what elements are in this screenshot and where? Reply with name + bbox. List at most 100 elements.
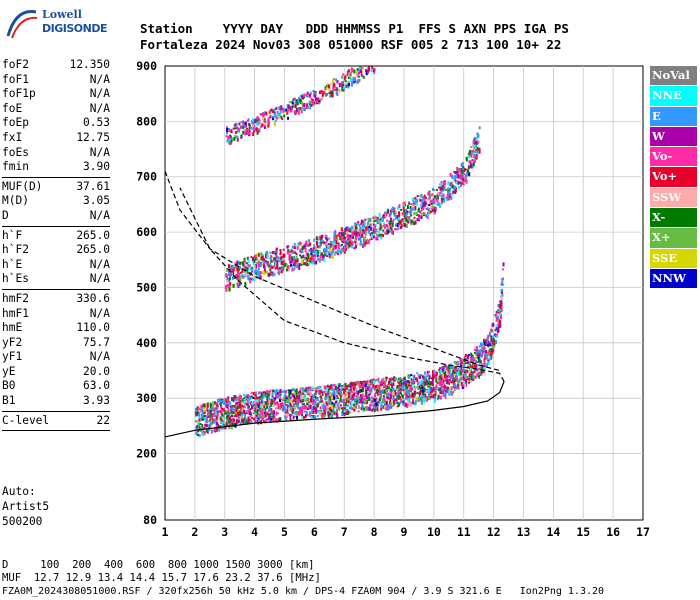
echo-point-f2 (214, 427, 217, 431)
echo-point-2f2 (447, 189, 450, 192)
echo-point-f2 (223, 423, 226, 427)
echo-point-2f2 (367, 217, 370, 221)
echo-point-f2 (312, 405, 315, 410)
echo-point-2f2 (403, 201, 406, 205)
echo-point-f2 (497, 325, 500, 329)
echo-point-2f2 (373, 220, 376, 223)
echo-point-2f2 (279, 250, 282, 255)
echo-point-f2 (407, 380, 410, 384)
echo-point-f2 (426, 375, 429, 378)
echo-point-f2 (205, 415, 208, 419)
echo-point-f2 (427, 384, 430, 387)
echo-point-f2 (496, 335, 499, 338)
echo-point-f2 (462, 373, 465, 378)
echo-point-f2 (234, 402, 237, 405)
echo-point-f2 (285, 399, 288, 403)
echo-point-2f2 (402, 221, 405, 224)
echo-point-3f2 (301, 107, 304, 110)
echo-point-3f2 (245, 131, 248, 134)
echo-point-f2 (470, 352, 473, 355)
echo-point-f2 (490, 343, 493, 347)
echo-point-2f2 (366, 222, 369, 227)
echo-point-2f2 (285, 263, 288, 268)
echo-point-f2 (478, 374, 481, 379)
echo-point-2f2 (465, 156, 468, 160)
echo-point-2f2 (463, 179, 466, 183)
echo-point-2f2 (354, 222, 357, 227)
echo-point-2f2 (261, 262, 264, 265)
param-name: B0 (2, 379, 16, 393)
echo-point-f2 (361, 393, 364, 398)
echo-point-f2 (359, 380, 362, 384)
echo-point-3f2 (243, 124, 246, 128)
echo-point-2f2 (393, 208, 396, 212)
param-value: 12.75 (76, 130, 110, 144)
echo-point-f2 (457, 371, 460, 376)
legend-item-noval: NoVal (650, 66, 697, 86)
echo-point-f2 (317, 402, 320, 405)
echo-point-2f2 (357, 221, 360, 224)
echo-point-2f2 (292, 249, 295, 254)
echo-point-f2 (459, 374, 462, 378)
echo-point-f2 (332, 413, 335, 416)
echo-point-f2 (260, 404, 263, 409)
x-tick-label: 5 (281, 525, 288, 539)
echo-point-f2 (386, 385, 389, 388)
echo-point-2f2 (402, 218, 405, 223)
echo-point-f2 (374, 387, 377, 391)
echo-point-2f2 (312, 256, 315, 259)
echo-point-3f2 (370, 69, 373, 72)
echo-point-2f2 (238, 283, 241, 287)
x-tick-label: 2 (191, 525, 198, 539)
echo-point-f2 (339, 389, 342, 394)
echo-point-f2 (246, 403, 249, 406)
echo-point-f2 (250, 417, 253, 420)
echo-point-f2 (459, 363, 462, 367)
echo-point-f2 (320, 393, 323, 397)
echo-point-f2 (300, 416, 303, 419)
echo-point-3f2 (263, 111, 266, 114)
echo-point-f2 (268, 391, 271, 396)
echo-point-f2 (436, 382, 439, 385)
param-value: N/A (89, 350, 110, 364)
echo-point-3f2 (330, 93, 333, 98)
echo-point-3f2 (240, 121, 243, 124)
echo-point-2f2 (358, 230, 361, 235)
echo-point-2f2 (279, 256, 282, 260)
echo-point-2f2 (393, 212, 396, 217)
echo-point-2f2 (279, 249, 282, 252)
echo-point-2f2 (359, 240, 362, 243)
param-value: 22 (96, 413, 110, 427)
echo-point-f2 (244, 399, 247, 404)
echo-point-f2 (212, 429, 215, 432)
echo-point-2f2 (338, 248, 341, 253)
echo-point-3f2 (335, 87, 338, 92)
echo-point-2f2 (319, 254, 322, 259)
echo-point-f2 (420, 384, 423, 388)
echo-point-2f2 (248, 264, 251, 268)
echo-point-f2 (316, 411, 319, 414)
echo-point-f2 (236, 411, 239, 415)
param-value: 265.0 (76, 228, 110, 242)
echo-point-f2 (393, 376, 396, 380)
echo-point-2f2 (361, 243, 364, 247)
echo-point-3f2 (250, 126, 253, 129)
echo-point-2f2 (243, 262, 246, 265)
echo-point-2f2 (460, 168, 463, 172)
echo-point-2f2 (263, 265, 266, 268)
echo-point-f2 (250, 420, 253, 424)
echo-point-f2 (488, 334, 491, 337)
echo-point-3f2 (312, 89, 315, 92)
echo-point-f2 (242, 421, 245, 425)
echo-point-3f2 (319, 90, 322, 93)
echo-point-f2 (461, 369, 464, 373)
echo-point-f2 (267, 416, 270, 421)
echo-point-f2 (245, 420, 248, 425)
echo-point-f2 (285, 403, 288, 406)
echo-point-f2 (315, 391, 318, 395)
echo-point-2f2 (408, 217, 411, 221)
param-separator (2, 288, 110, 290)
echo-point-f2 (483, 366, 486, 370)
echo-point-f2 (440, 369, 443, 374)
echo-point-f2 (248, 409, 251, 414)
